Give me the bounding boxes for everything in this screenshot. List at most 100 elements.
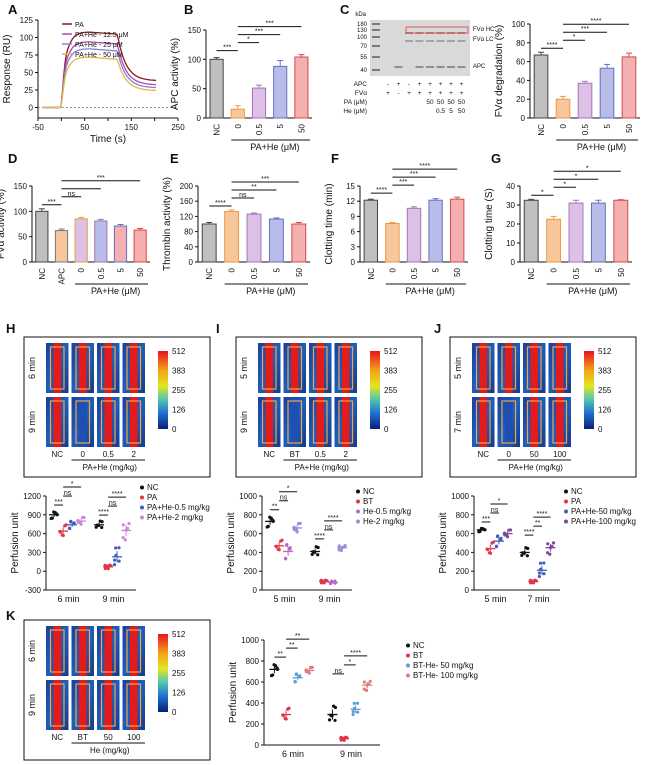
chart-B: 0 50 100 150 APC activity (%) NC 0 0.5 5 50 PA+He … <box>170 21 312 152</box>
colorbar-tick-label-H: 383 <box>172 367 186 376</box>
y-tick-label-A: 125 <box>20 16 34 25</box>
data-point-I <box>296 521 301 526</box>
y-tick-label-I: 600 <box>244 530 258 539</box>
gel-band-apc <box>457 66 466 68</box>
panel-label-G: G <box>491 151 501 166</box>
y-tick-label-E: 120 <box>180 212 194 221</box>
heatmap-time-label-H: 9 min <box>27 411 37 433</box>
data-point-K <box>287 706 291 710</box>
gel-band-fva-lc <box>426 40 434 42</box>
chart-J: 0 200 400 600 800 1000 Perfusion unit 5 min 7 mi… <box>438 487 636 604</box>
heatmap-roi-H <box>126 346 142 390</box>
y-axis-title-B: APC activity (%) <box>170 38 181 110</box>
heatmap-time-label-I: 5 min <box>239 357 249 379</box>
y-tick-label-J: 1000 <box>451 492 469 501</box>
y-tick-label-H: 900 <box>28 511 42 520</box>
gel-row-value: 50 <box>437 99 445 106</box>
heatmap-col-label-H: NC <box>51 450 63 459</box>
legend-marker-J <box>564 509 568 514</box>
bar-C2-4 <box>621 56 637 119</box>
gel-row-value: + <box>439 81 443 88</box>
legend-label-A: PA+He - 50 μM <box>75 52 123 59</box>
gel-row-value: + <box>449 90 453 97</box>
gel-marker-label: 180 <box>357 22 368 28</box>
heatmap-roi-I <box>338 400 354 444</box>
legend-marker-H <box>140 485 144 490</box>
sig-label-K: * <box>348 659 351 666</box>
gel-band-label: APC <box>473 64 486 70</box>
y-tick-label-E: 200 <box>180 182 194 191</box>
heatmap-vessel-H <box>53 343 62 393</box>
x-tick-label-C2: 0 <box>559 123 568 128</box>
heatmap-vessel-I <box>341 343 350 393</box>
y-tick-label-D: 150 <box>14 182 28 191</box>
y-tick-label-H: -300 <box>25 586 42 595</box>
gel-band-fva-lc <box>447 40 455 42</box>
sig-label-J: * <box>498 498 501 505</box>
legend-label-I: BT <box>363 497 373 506</box>
sig-label-F: *** <box>410 171 418 178</box>
sig-label-E: ns <box>239 192 247 199</box>
colorbar-tick-label-K: 126 <box>172 689 186 698</box>
y-tick-label-I: 400 <box>244 548 258 557</box>
y-tick-label-B: 0 <box>197 114 202 123</box>
y-tick-label-F: 6 <box>351 228 356 237</box>
data-point-H <box>68 526 72 531</box>
y-tick-label-I: 800 <box>244 511 258 520</box>
data-point-K <box>294 672 298 677</box>
data-point-I <box>277 548 281 552</box>
legend-label-H: PA <box>147 493 158 502</box>
heatmap-vessel-H <box>53 397 62 447</box>
chart-I: 0 200 400 600 800 1000 Perfusion unit 5 min 9 mi… <box>226 486 411 604</box>
sig-label-J: ** <box>535 520 541 527</box>
y-axis-title-I: Perfusion unit <box>226 512 237 573</box>
chart-A: 0 25 50 75 100 125 Response (RU) -50 50 150 250 Tim… <box>2 16 185 145</box>
heatmap-time-label-K: 6 min <box>27 640 37 662</box>
heatmap-roi-I <box>287 400 303 444</box>
x-tick-label-C2: 50 <box>625 123 634 132</box>
data-point-I <box>310 552 314 557</box>
gel-band-fva-lc <box>436 40 445 42</box>
data-point-H <box>125 526 130 531</box>
y-tick-label-K: 600 <box>246 678 260 687</box>
heatmap-col-label-H: 0 <box>81 450 86 459</box>
gel-row-label: FVα <box>355 90 367 97</box>
x-tick-label-A: 250 <box>171 123 185 132</box>
y-tick-label-D: 100 <box>14 207 28 216</box>
gel-row-label: PA (μM) <box>344 99 367 106</box>
sig-label-K: ** <box>278 651 284 658</box>
y-tick-label-I: 1000 <box>239 492 257 501</box>
heatmap-col-label-I: 2 <box>344 450 349 459</box>
heatmap-vessel-J <box>504 397 513 447</box>
heatmap-roi-H <box>100 346 116 390</box>
data-point-H <box>113 558 117 562</box>
heatmap-group-label-I: PA+He (mg/kg) <box>295 463 350 472</box>
y-tick-label-D: 0 <box>23 258 28 267</box>
x-tick-label-I: 5 min <box>273 594 295 604</box>
y-tick-label-E: 80 <box>184 228 193 237</box>
heatmap-time-label-J: 5 min <box>453 357 463 379</box>
bar-G-1 <box>546 218 562 263</box>
sig-label-K: ns <box>335 668 343 675</box>
x-tick-label-H: 6 min <box>57 594 79 604</box>
gel-row-label: APC <box>354 81 368 88</box>
legend-marker-K <box>406 653 410 658</box>
data-point-K <box>271 673 275 677</box>
gel-row-value: 50 <box>458 108 466 115</box>
colorbar-H <box>158 351 168 429</box>
data-point-K <box>309 665 313 670</box>
gel-row-value: 50 <box>458 99 466 106</box>
heatmap-roi-H <box>126 400 142 444</box>
legend-label-I: He-2 mg/kg <box>363 517 404 526</box>
heatmap-vessel-I <box>341 397 350 447</box>
x-tick-label-K: 6 min <box>282 749 304 759</box>
x-tick-label-G: 0 <box>550 267 559 272</box>
x-tick-label-B: 0 <box>234 123 243 128</box>
legend-label-H: NC <box>147 483 159 492</box>
x-tick-label-B: 50 <box>297 123 306 132</box>
x-tick-label-I: 9 min <box>318 594 340 604</box>
data-point-K <box>342 738 346 742</box>
heatmap-vessel-H <box>104 343 113 393</box>
bar-D-4 <box>113 225 128 263</box>
sig-label-I: ** <box>272 504 278 511</box>
